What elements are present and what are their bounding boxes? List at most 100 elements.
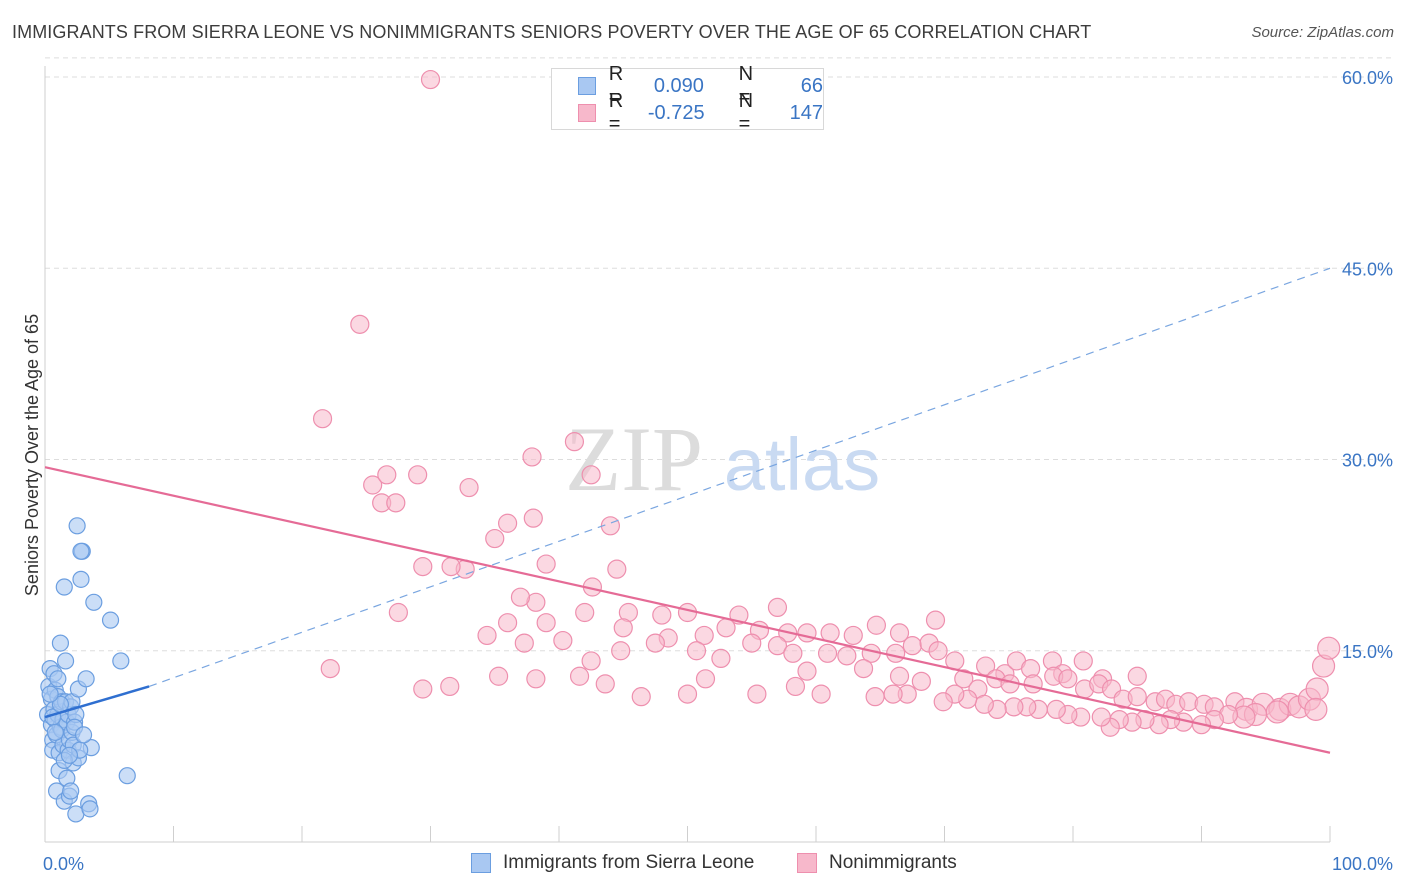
- data-point-nonimmigrants: [459, 477, 479, 498]
- data-point-nonimmigrants: [716, 618, 736, 638]
- data-point-nonimmigrants: [485, 528, 505, 549]
- data-point-nonimmigrants: [645, 633, 665, 653]
- data-point-nonimmigrants: [498, 513, 518, 533]
- data-point-nonimmigrants: [767, 636, 788, 656]
- data-point-nonimmigrants: [797, 623, 817, 643]
- legend-swatch-blue: [471, 853, 491, 873]
- x-tick-label-max: 100.0%: [1332, 854, 1393, 874]
- data-point-nonimmigrants: [976, 656, 996, 676]
- data-point-nonimmigrants: [553, 630, 573, 651]
- series-legend: Immigrants from Sierra Leone Nonimmigran…: [0, 852, 1406, 876]
- legend-swatch-pink: [797, 853, 817, 873]
- data-point-nonimmigrants: [611, 641, 631, 661]
- data-point-sierra-leone: [72, 570, 90, 588]
- data-point-nonimmigrants: [837, 646, 857, 666]
- legend-n-label: N =: [738, 63, 754, 108]
- data-point-nonimmigrants: [441, 556, 461, 577]
- data-point-nonimmigrants: [477, 625, 497, 646]
- data-point-nonimmigrants: [377, 465, 397, 485]
- data-point-nonimmigrants: [902, 636, 922, 656]
- data-point-nonimmigrants: [420, 69, 441, 90]
- grid: [45, 57, 1395, 652]
- data-point-nonimmigrants: [1305, 677, 1329, 701]
- data-point-nonimmigrants: [312, 409, 333, 429]
- data-point-nonimmigrants: [694, 625, 714, 646]
- legend-swatch-pink: [578, 104, 596, 122]
- data-point-nonimmigrants: [974, 694, 994, 714]
- data-point-sierra-leone: [101, 611, 120, 629]
- axis-labels: 15.0% 30.0% 45.0% 60.0% 0.0% 100.0% Seniors Po…: [22, 68, 1393, 874]
- data-point-nonimmigrants: [607, 559, 627, 579]
- data-point-nonimmigrants: [954, 669, 974, 689]
- nonimmigrants-points: [312, 69, 1341, 737]
- data-point-sierra-leone: [62, 782, 80, 800]
- data-point-nonimmigrants: [569, 666, 590, 686]
- data-point-sierra-leone: [81, 800, 99, 818]
- data-point-nonimmigrants: [363, 475, 383, 495]
- data-point-nonimmigrants: [386, 493, 406, 513]
- data-point-sierra-leone: [112, 652, 130, 670]
- data-point-nonimmigrants: [613, 618, 633, 638]
- y-tick-label: 15.0%: [1342, 642, 1393, 662]
- watermark-atlas: atlas: [724, 423, 880, 506]
- data-point-nonimmigrants: [440, 676, 460, 697]
- data-point-nonimmigrants: [631, 687, 651, 707]
- correlation-legend: R = 0.090 N = 66 R = -0.725 N = 147: [551, 63, 824, 135]
- data-point-nonimmigrants: [1127, 687, 1147, 707]
- data-point-nonimmigrants: [797, 661, 817, 681]
- data-point-nonimmigrants: [575, 602, 595, 623]
- data-point-sierra-leone: [77, 670, 95, 688]
- data-point-nonimmigrants: [911, 671, 931, 691]
- data-point-sierra-leone: [85, 593, 103, 611]
- data-point-nonimmigrants: [843, 625, 863, 646]
- trend-lines: [44, 267, 1331, 754]
- legend-label: Nonimmigrants: [829, 852, 957, 873]
- data-point-nonimmigrants: [785, 676, 806, 697]
- data-point-sierra-leone: [68, 517, 86, 535]
- data-point-nonimmigrants: [925, 610, 946, 630]
- data-point-sierra-leone: [41, 685, 59, 703]
- data-point-nonimmigrants: [928, 641, 948, 661]
- data-point-nonimmigrants: [581, 651, 601, 671]
- x-tick-label-min: 0.0%: [43, 854, 84, 874]
- legend-row-sierra-leone: R = 0.090 N = 66: [552, 63, 823, 108]
- legend-r-label: R =: [608, 63, 624, 108]
- trend-line-sierra-leone-dashed: [148, 267, 1331, 688]
- data-point-nonimmigrants: [933, 692, 953, 712]
- y-tick-label: 60.0%: [1342, 68, 1393, 88]
- data-point-nonimmigrants: [510, 587, 531, 607]
- data-point-nonimmigrants: [350, 314, 370, 334]
- data-point-nonimmigrants: [564, 432, 585, 452]
- data-point-nonimmigrants: [886, 643, 906, 663]
- legend-n-value: 66: [800, 74, 823, 97]
- data-point-nonimmigrants: [1023, 674, 1043, 694]
- data-point-nonimmigrants: [514, 633, 534, 653]
- y-axis-label: Seniors Poverty Over the Age of 65: [22, 314, 42, 596]
- data-point-sierra-leone: [49, 670, 67, 688]
- data-point-sierra-leone: [118, 767, 136, 785]
- data-point-nonimmigrants: [522, 447, 542, 467]
- data-point-nonimmigrants: [536, 554, 556, 574]
- data-point-nonimmigrants: [1046, 699, 1066, 720]
- legend-item-sierra-leone: Immigrants from Sierra Leone: [471, 852, 754, 874]
- data-point-nonimmigrants: [320, 658, 340, 679]
- data-point-sierra-leone: [74, 726, 93, 744]
- legend-n-value: 147: [789, 101, 824, 124]
- data-point-nonimmigrants: [413, 679, 433, 699]
- legend-n-label: N =: [738, 90, 754, 135]
- legend-item-nonimmigrants: Nonimmigrants: [797, 852, 957, 874]
- data-point-nonimmigrants: [1058, 669, 1078, 689]
- data-point-nonimmigrants: [711, 648, 731, 669]
- data-point-nonimmigrants: [536, 613, 556, 633]
- data-point-nonimmigrants: [1073, 651, 1093, 671]
- y-tick-label: 30.0%: [1342, 451, 1393, 471]
- data-point-nonimmigrants: [1265, 700, 1289, 724]
- data-point-nonimmigrants: [581, 465, 601, 485]
- data-point-nonimmigrants: [811, 684, 831, 704]
- data-point-sierra-leone: [72, 542, 90, 560]
- data-point-sierra-leone: [51, 634, 70, 652]
- sierra-leone-points: [38, 517, 136, 823]
- data-point-nonimmigrants: [677, 602, 698, 623]
- data-point-nonimmigrants: [1317, 636, 1341, 660]
